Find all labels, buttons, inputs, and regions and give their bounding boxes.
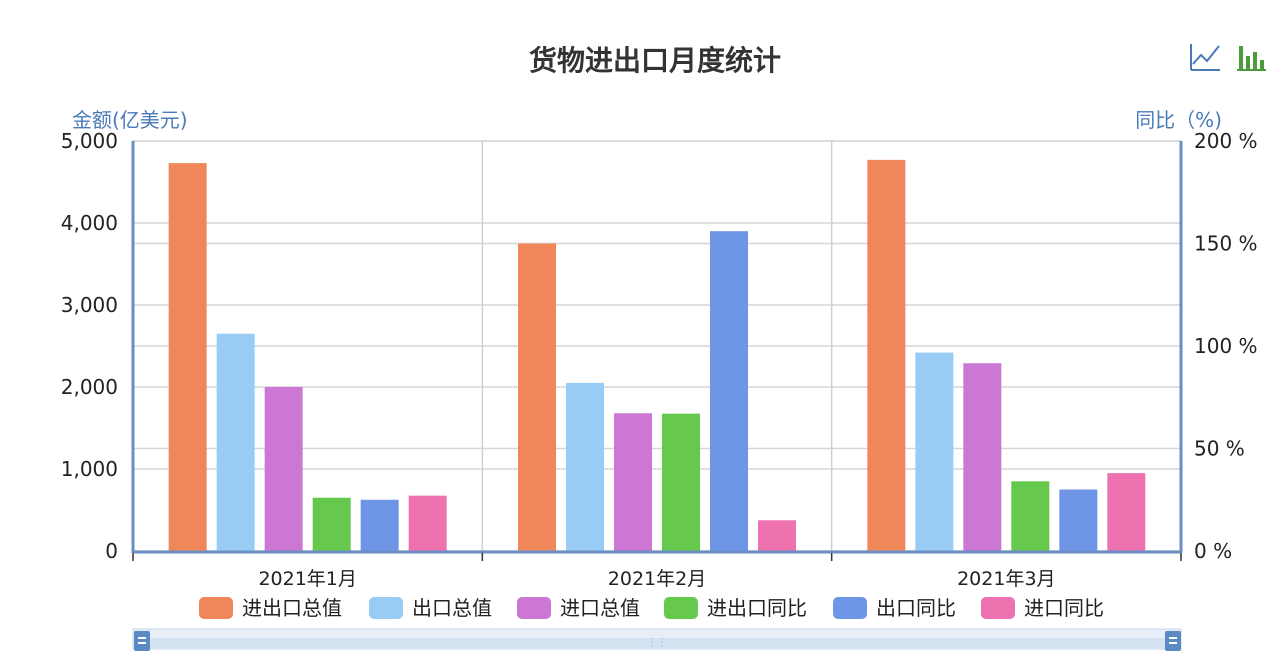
bar — [408, 495, 447, 551]
bar — [758, 520, 796, 551]
y-right-tick-label: 50 % — [1194, 437, 1245, 461]
bar-chart-icon[interactable] — [1237, 46, 1266, 71]
legend-swatch — [664, 597, 698, 619]
data-zoom-grip-icon: ⋮⋮ — [647, 637, 667, 648]
legend-item-label: 出口同比 — [876, 596, 956, 620]
bar — [662, 413, 700, 551]
legend-item-label: 进口同比 — [1024, 596, 1104, 620]
legend-swatch — [981, 597, 1015, 619]
y-left-tick-label: 0 — [105, 539, 118, 563]
y-right-axis-name: 同比（%) — [1135, 108, 1222, 132]
y-left-axis-name: 金额(亿美元) — [72, 108, 188, 132]
legend-swatch — [833, 597, 867, 619]
legend-swatch — [199, 597, 233, 619]
bar — [360, 499, 399, 551]
y-right-tick-label: 200 % — [1194, 129, 1258, 153]
data-zoom-left-handle[interactable] — [134, 631, 150, 651]
bar — [710, 231, 748, 551]
x-tick-label: 2021年1月 — [258, 568, 356, 590]
line-chart-icon[interactable] — [1190, 44, 1220, 71]
bar — [1107, 473, 1146, 551]
y-left-tick-label: 2,000 — [61, 375, 118, 399]
y-left-tick-label: 3,000 — [61, 293, 118, 317]
y-left-tick-label: 5,000 — [61, 129, 118, 153]
legend: 进出口总值 出口总值 进口总值 进出口同比 出口同比 进口同比 — [199, 596, 1104, 620]
chart-title: 货物进出口月度统计 — [529, 44, 781, 77]
bar — [312, 497, 351, 551]
bar — [168, 163, 207, 551]
y-right-tick-label: 0 % — [1194, 539, 1232, 563]
bar — [1011, 481, 1050, 551]
legend-item-label: 进出口同比 — [707, 596, 807, 620]
bar — [216, 333, 255, 551]
bars-layer — [168, 159, 1146, 552]
y-right-tick-label: 100 % — [1194, 334, 1258, 358]
bar — [915, 352, 954, 551]
y-right-tick-label: 150 % — [1194, 232, 1258, 256]
bar — [614, 413, 652, 551]
y-left-tick-label: 1,000 — [61, 457, 118, 481]
bar — [264, 387, 303, 551]
legend-swatch — [517, 597, 551, 619]
bar — [867, 159, 906, 552]
legend-item-label: 进口总值 — [560, 596, 640, 620]
legend-item-label: 进出口总值 — [242, 596, 342, 620]
legend-swatch — [369, 597, 403, 619]
bar — [518, 243, 556, 551]
x-tick-label: 2021年3月 — [957, 568, 1055, 590]
bar — [963, 363, 1002, 551]
x-tick-label: 2021年2月 — [608, 568, 706, 590]
bar — [566, 382, 604, 551]
data-zoom-right-handle[interactable] — [1165, 631, 1181, 651]
data-zoom-slider[interactable]: ⋮⋮ — [132, 628, 1182, 650]
bar — [1059, 489, 1098, 551]
legend-item-label: 出口总值 — [412, 596, 492, 620]
axes-layer: 0 1,000 2,000 3,000 4,000 5,000 0 % 50 % 100 % 15… — [61, 129, 1258, 590]
y-left-tick-label: 4,000 — [61, 211, 118, 235]
